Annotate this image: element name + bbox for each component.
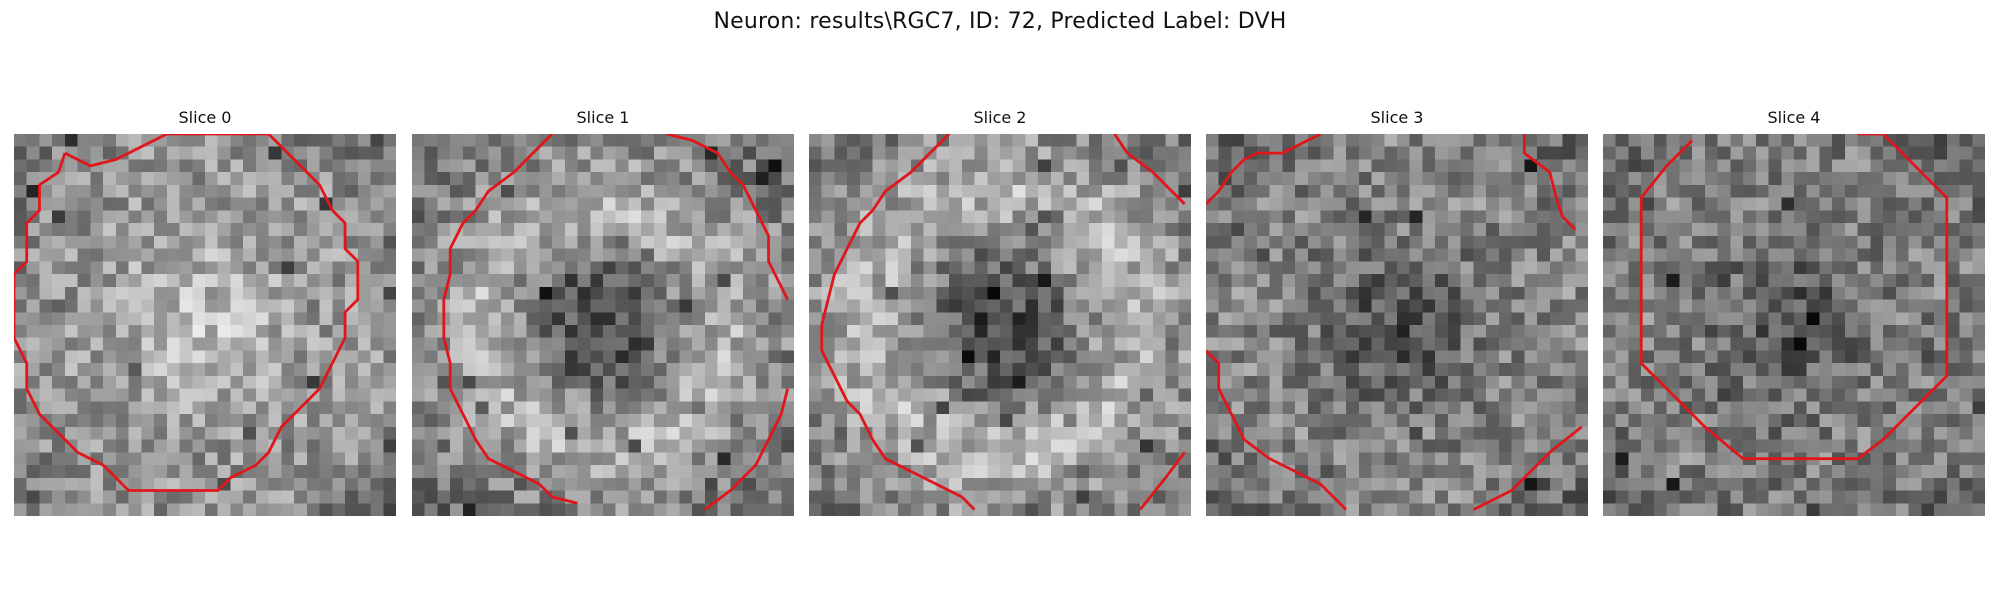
contour-line-2-1 [1113, 134, 1186, 206]
contour-line-1-2 [704, 388, 789, 511]
contour-line-2-2 [1138, 451, 1186, 511]
slice-image-3 [1206, 134, 1588, 516]
slice-panel-3: Slice 3 [1206, 108, 1588, 518]
slice-image-2 [809, 134, 1191, 516]
contour-line-1-1 [666, 134, 789, 301]
contour-line-1-0 [442, 134, 578, 505]
slice-title-4: Slice 4 [1767, 108, 1821, 127]
contour-line-3-1 [1522, 134, 1577, 231]
contour-line-2-0 [820, 134, 976, 511]
slice-image-4 [1603, 134, 1985, 516]
slice-title-0: Slice 0 [178, 108, 232, 127]
slice-panel-2: Slice 2 [809, 108, 1191, 518]
contour-line-3-3 [1472, 425, 1583, 511]
contour-line-4-0 [1639, 134, 1949, 461]
contour-line-3-0 [1206, 134, 1322, 206]
slice-title-3: Slice 3 [1370, 108, 1424, 127]
contour-line-3-2 [1206, 349, 1348, 511]
slice-title-2: Slice 2 [973, 108, 1027, 127]
slice-image-1 [412, 134, 794, 516]
figure-title: Neuron: results\RGC7, ID: 72, Predicted … [713, 9, 1287, 34]
slice-image-0 [14, 134, 396, 516]
slice-panel-4: Slice 4 [1603, 108, 1985, 518]
slice-panel-0: Slice 0 [14, 108, 396, 518]
contour-line-0-0 [14, 134, 360, 492]
slice-panel-1: Slice 1 [412, 108, 794, 518]
slice-title-1: Slice 1 [576, 108, 630, 127]
